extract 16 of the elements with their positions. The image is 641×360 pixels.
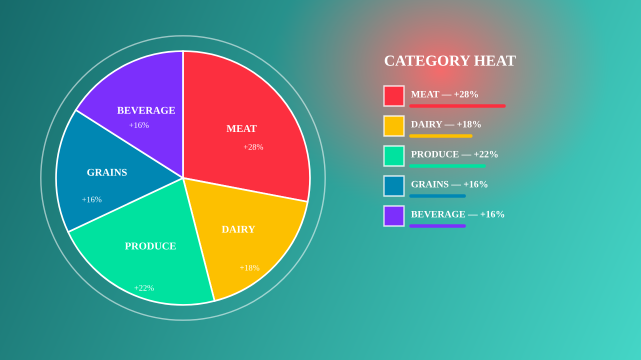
slice-label: GRAINS xyxy=(87,168,127,176)
text: MEAT — +28% xyxy=(411,90,478,98)
text: CATEGORY HEAT xyxy=(384,56,516,66)
slice-label: DAIRY xyxy=(222,226,256,233)
data-label: +16% xyxy=(129,122,149,128)
text: DAIRY — +18% xyxy=(411,120,481,128)
slice-label: MEAT xyxy=(226,125,257,132)
text: BEVERAGE — +16% xyxy=(411,210,504,218)
text: GRAINS — +16% xyxy=(411,180,488,188)
text: PRODUCE — +22% xyxy=(411,150,498,158)
data-label: +16% xyxy=(82,196,102,202)
slice-label: BEVERAGE xyxy=(117,106,175,114)
data-label: +22% xyxy=(134,285,154,291)
data-label: +18% xyxy=(240,264,260,271)
slice-label: PRODUCE xyxy=(124,242,176,250)
data-label: +28% xyxy=(244,144,264,150)
